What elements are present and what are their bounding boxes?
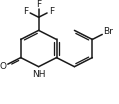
Text: F: F [49, 7, 55, 16]
Text: F: F [36, 0, 41, 9]
Text: NH: NH [32, 70, 45, 79]
Text: Br: Br [103, 27, 113, 36]
Text: F: F [23, 7, 28, 16]
Text: O: O [0, 62, 7, 71]
